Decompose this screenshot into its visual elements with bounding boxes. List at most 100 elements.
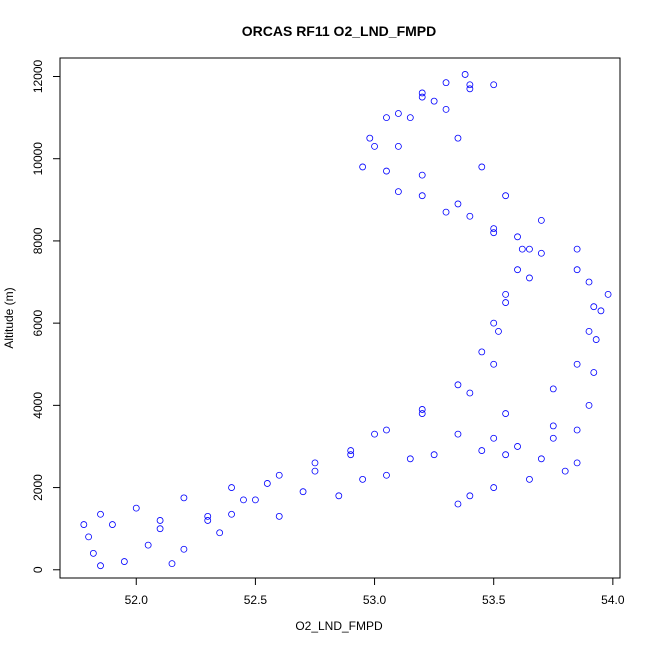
data-point: [549, 434, 557, 442]
data-point: [240, 496, 247, 504]
data-point: [228, 484, 235, 491]
data-point: [359, 163, 367, 171]
data-point: [526, 245, 533, 253]
points-layer: [80, 71, 612, 570]
data-point: [442, 105, 450, 113]
data-point: [156, 525, 164, 533]
y-tick-label: 4000: [31, 392, 45, 419]
data-point: [573, 360, 581, 368]
data-point: [454, 200, 462, 208]
y-tick-label: 8000: [31, 227, 45, 254]
data-point: [442, 79, 450, 87]
data-point: [383, 167, 390, 175]
data-point: [573, 426, 581, 434]
data-point: [275, 512, 283, 520]
data-point: [442, 208, 450, 216]
data-point: [204, 512, 212, 520]
data-point: [514, 443, 521, 450]
data-point: [132, 504, 140, 512]
data-point: [490, 81, 498, 89]
data-point: [454, 381, 462, 389]
data-point: [478, 163, 486, 171]
data-point: [592, 336, 600, 343]
data-point: [97, 562, 104, 570]
data-point: [299, 488, 307, 496]
data-point: [228, 510, 235, 518]
data-point: [80, 521, 88, 528]
data-point: [454, 134, 462, 142]
data-point: [394, 110, 402, 117]
data-point: [502, 410, 510, 417]
data-point: [251, 496, 259, 504]
data-point: [461, 71, 469, 78]
data-point: [366, 134, 374, 142]
data-point: [394, 142, 402, 150]
data-point: [180, 494, 188, 502]
data-point: [549, 422, 557, 430]
data-point: [514, 233, 521, 241]
data-point: [144, 541, 152, 549]
data-point: [466, 81, 474, 89]
data-point: [97, 510, 104, 518]
data-point: [490, 434, 498, 442]
x-axis: 52.0 52.5 53.0 53.5 54.0: [125, 577, 625, 607]
data-point: [168, 560, 176, 568]
data-point: [526, 274, 533, 282]
y-tick-label: 6000: [31, 309, 45, 336]
data-point: [490, 360, 498, 368]
data-point: [454, 430, 462, 438]
data-point: [454, 500, 462, 508]
data-point: [495, 327, 502, 335]
data-point: [502, 299, 510, 306]
data-point: [502, 192, 510, 200]
data-point: [573, 266, 581, 274]
data-point: [335, 492, 343, 500]
data-point: [216, 529, 224, 537]
y-tick-label: 12000: [31, 59, 45, 93]
data-point: [478, 447, 486, 454]
data-point: [466, 85, 474, 93]
y-axis: 0 2000 4000 6000 8000 10000 12000: [31, 59, 61, 573]
data-point: [311, 459, 319, 467]
y-tick-label: 2000: [31, 474, 45, 501]
data-point: [263, 480, 271, 487]
data-point: [120, 558, 128, 565]
data-point: [585, 401, 593, 409]
data-point: [311, 467, 319, 475]
data-point: [573, 459, 581, 467]
data-point: [406, 114, 414, 121]
x-tick-label: 52.0: [125, 593, 149, 607]
data-point: [418, 406, 426, 413]
chart-title: ORCAS RF11 O2_LND_FMPD: [242, 23, 436, 39]
data-point: [383, 471, 390, 479]
data-point: [585, 327, 593, 335]
data-point: [490, 229, 498, 237]
data-point: [347, 447, 355, 454]
x-tick-label: 54.0: [601, 593, 625, 607]
y-tick-label: 10000: [31, 142, 45, 176]
data-point: [537, 216, 545, 224]
data-point: [204, 517, 212, 524]
data-point: [109, 521, 116, 528]
data-point: [537, 249, 545, 257]
data-point: [478, 348, 486, 356]
data-point: [418, 93, 426, 101]
y-tick-label: 0: [31, 566, 45, 573]
data-point: [180, 545, 188, 553]
data-point: [490, 484, 498, 491]
data-point: [573, 245, 581, 253]
data-point: [359, 475, 367, 483]
data-point: [502, 451, 510, 459]
data-point: [383, 114, 390, 121]
x-tick-label: 53.0: [363, 593, 387, 607]
x-axis-label: O2_LND_FMPD: [295, 619, 383, 633]
data-point: [585, 278, 593, 286]
data-point: [430, 97, 438, 105]
data-point: [502, 290, 510, 298]
data-point: [418, 192, 426, 200]
data-point: [371, 142, 378, 150]
data-point: [590, 369, 598, 376]
data-point: [418, 89, 426, 97]
